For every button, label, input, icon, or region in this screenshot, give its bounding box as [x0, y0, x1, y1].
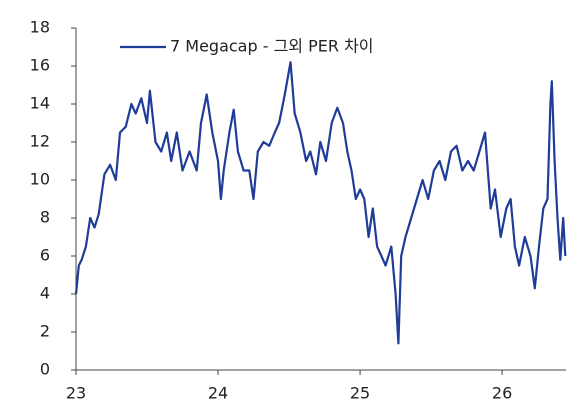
y-tick-label: 16: [30, 56, 50, 75]
y-tick-label: 4: [40, 284, 50, 303]
x-tick-label: 23: [66, 384, 86, 402]
y-tick-label: 14: [30, 94, 50, 113]
legend-label: 7 Megacap - 그외 PER 차이: [170, 37, 374, 56]
y-tick-label: 8: [40, 208, 50, 227]
x-tick-label: 25: [350, 384, 370, 402]
y-tick-label: 6: [40, 246, 50, 265]
y-tick-label: 10: [30, 170, 50, 189]
x-tick-label: 24: [208, 384, 228, 402]
data-line: [74, 61, 567, 345]
x-tick-label: 26: [492, 384, 512, 402]
y-tick-label: 0: [40, 360, 50, 379]
y-tick-label: 12: [30, 132, 50, 151]
y-tick-label: 18: [30, 18, 50, 37]
y-tick-label: 2: [40, 322, 50, 341]
